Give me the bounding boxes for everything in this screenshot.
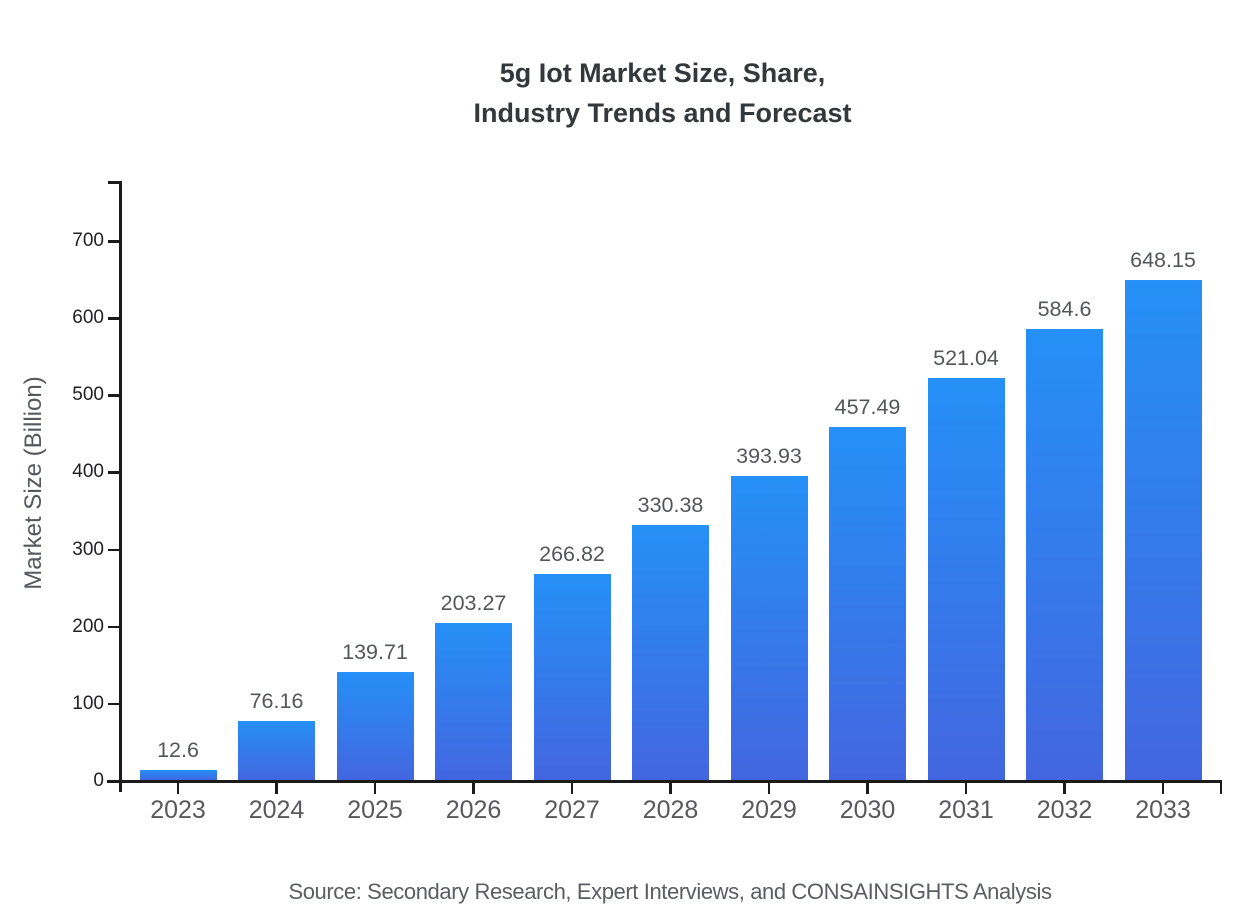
bar-value-label: 584.6: [1037, 297, 1092, 322]
x-tick-label: 2028: [642, 795, 699, 824]
x-tick-mark: [275, 782, 278, 794]
y-tick-mark: [108, 702, 119, 706]
bar-value-label: 393.93: [736, 444, 802, 469]
x-tick-mark: [767, 782, 771, 794]
chart-title-line-1: 5g Iot Market Size, Share,: [499, 58, 826, 88]
bar-value-label: 266.82: [539, 542, 605, 567]
x-axis-line: [107, 780, 1222, 783]
x-tick-mark: [373, 782, 377, 794]
x-tick-mark: [866, 782, 869, 794]
y-tick-label: 400: [72, 461, 104, 483]
x-tick-label: 2030: [839, 795, 896, 824]
bar: [435, 623, 512, 780]
bar-value-label: 330.38: [637, 493, 704, 518]
x-tick-mark: [176, 782, 180, 794]
x-tick-mark: [669, 782, 672, 794]
x-tick-label: 2029: [741, 795, 797, 824]
y-tick-label: 100: [72, 692, 104, 714]
x-axis-end-cap: [1219, 780, 1222, 794]
y-tick-label: 700: [72, 230, 104, 251]
bar: [1124, 279, 1202, 780]
y-tick-label: 600: [72, 307, 104, 329]
x-tick-mark: [1161, 782, 1165, 794]
bar-value-label: 203.27: [440, 591, 507, 616]
bar-value-label: 648.15: [1130, 247, 1196, 272]
bar-value-label: 457.49: [834, 395, 901, 420]
x-tick-mark: [570, 782, 574, 794]
y-tick-mark: [108, 317, 119, 320]
x-tick-mark: [964, 782, 968, 794]
x-tick-mark: [472, 782, 475, 794]
bar: [1026, 329, 1103, 780]
y-axis-end-cap: [108, 181, 119, 184]
y-tick-mark: [108, 394, 119, 397]
bar: [632, 525, 709, 780]
bar-value-label: 12.6: [157, 738, 199, 763]
y-tick-mark: [108, 240, 119, 243]
source-note: Source: Secondary Research, Expert Inter…: [288, 879, 1052, 904]
y-tick-mark: [108, 548, 119, 552]
y-tick-label: 0: [93, 770, 104, 791]
y-tick-label: 500: [72, 384, 104, 406]
bar: [730, 476, 808, 780]
x-tick-label: 2024: [248, 795, 305, 824]
y-axis-line: [119, 181, 122, 792]
y-tick-mark: [108, 625, 119, 629]
chart-title: 5g Iot Market Size, Share, Industry Tren…: [65, 53, 1260, 133]
x-tick-label: 2033: [1135, 795, 1191, 824]
bar-value-label: 139.71: [342, 640, 408, 665]
x-tick-label: 2026: [445, 795, 502, 824]
bar: [829, 427, 906, 780]
chart-title-line-2: Industry Trends and Forecast: [473, 98, 852, 128]
bar: [927, 378, 1005, 780]
y-tick-label: 300: [72, 538, 104, 560]
x-tick-label: 2031: [938, 795, 994, 824]
bar-value-label: 76.16: [249, 689, 304, 714]
bar: [336, 672, 414, 780]
bar: [139, 770, 217, 780]
bar: [238, 721, 315, 780]
y-tick-label: 200: [72, 615, 104, 637]
y-tick-mark: [108, 471, 119, 474]
bar: [533, 574, 611, 780]
x-tick-mark: [1063, 782, 1066, 794]
x-tick-label: 2027: [544, 795, 600, 824]
x-tick-label: 2023: [150, 795, 206, 824]
y-tick-mark: [108, 780, 119, 783]
bar-value-label: 521.04: [933, 346, 999, 371]
x-tick-label: 2025: [347, 795, 403, 824]
x-tick-label: 2032: [1036, 795, 1093, 824]
